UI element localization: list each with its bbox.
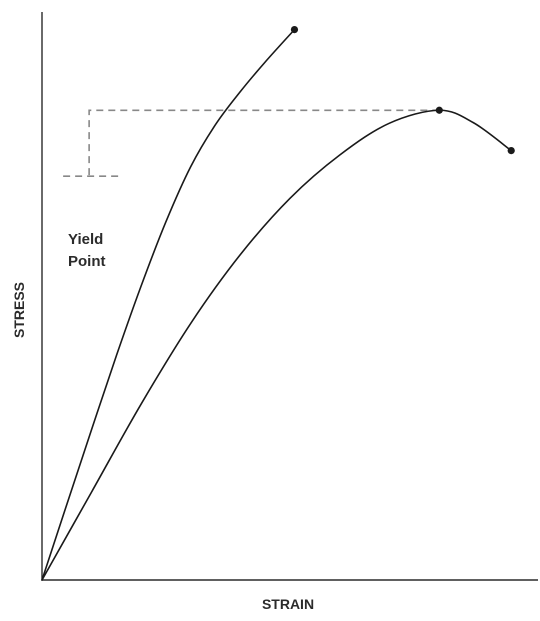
annotation-line-2: Point	[68, 253, 106, 270]
series-1-end-point	[290, 26, 299, 34]
yield-leader-line	[88, 109, 440, 177]
series-2-line	[41, 109, 513, 581]
annotation-line-1: Yield	[68, 231, 103, 248]
series-1-line	[41, 28, 296, 581]
yield-point-annotation	[63, 109, 440, 177]
x-axis-label: STRAIN	[262, 596, 314, 612]
marker-layer	[290, 26, 515, 155]
series-2-peak-point	[435, 106, 443, 114]
axes	[41, 12, 538, 581]
series-2-end-point	[507, 146, 515, 155]
y-axis-label: STRESS	[11, 282, 27, 338]
